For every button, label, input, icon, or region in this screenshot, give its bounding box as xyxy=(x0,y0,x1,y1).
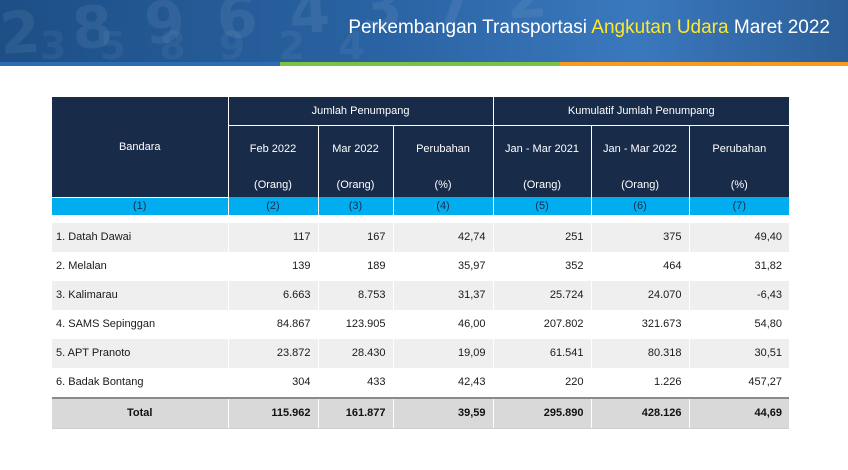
cell-feb-2022: 139 xyxy=(228,251,319,281)
title-highlight: Angkutan Udara xyxy=(591,17,729,38)
cell-feb-2022: 304 xyxy=(228,367,319,398)
cell-jan-mar-2021: 61.541 xyxy=(493,338,592,368)
total-label: Total xyxy=(52,396,229,429)
cell-jan-mar-2021: 220 xyxy=(493,367,592,398)
cell-feb-2022: 84.867 xyxy=(228,309,319,339)
cell-jan-mar-2022: 24.070 xyxy=(591,280,690,310)
cell-jan-mar-2022: 464 xyxy=(591,251,690,281)
cell-mar-2022: 167 xyxy=(318,222,394,252)
cell-jan-mar-2021: 25.724 xyxy=(493,280,592,310)
cell-feb-2022: 117 xyxy=(228,222,319,252)
col-header-perubahan: Perubahan xyxy=(393,125,494,172)
unit-header: (Orang) xyxy=(591,172,690,197)
total-jan-mar-2021: 295.890 xyxy=(493,396,592,429)
unit-header: (Orang) xyxy=(318,172,394,197)
column-number: (1) xyxy=(52,197,229,215)
header-banner: 2 8 9 6 4 3 7 2 3 5 8 9 2 4 Perkembangan… xyxy=(0,0,848,62)
cell-feb-2022: 6.663 xyxy=(228,280,319,310)
airport-name: 1. Datah Dawai xyxy=(52,222,229,252)
total-row: Total 115.962 161.877 39,59 295.890 428.… xyxy=(52,396,790,429)
column-number: (2) xyxy=(228,197,319,215)
table-row: 3. Kalimarau 6.663 8.753 31,37 25.724 24… xyxy=(52,280,790,310)
table-row: 5. APT Pranoto 23.872 28.430 19,09 61.54… xyxy=(52,338,790,368)
col-header-jan-mar-2022: Jan - Mar 2022 xyxy=(591,125,690,172)
unit-header: (%) xyxy=(393,172,494,197)
cell-perubahan: 19,09 xyxy=(393,338,494,368)
unit-header: (%) xyxy=(689,172,790,197)
col-header-feb-2022: Feb 2022 xyxy=(228,125,319,172)
title-suffix: Maret 2022 xyxy=(728,17,830,38)
cell-mar-2022: 28.430 xyxy=(318,338,394,368)
passenger-table: Bandara Jumlah Penumpang Kumulatif Jumla… xyxy=(52,97,790,429)
group-header-jumlah: Jumlah Penumpang xyxy=(228,97,494,126)
total-perubahan-kumulatif: 44,69 xyxy=(689,396,790,429)
cell-mar-2022: 433 xyxy=(318,367,394,398)
header-row-periods: Feb 2022 Mar 2022 Perubahan Jan - Mar 20… xyxy=(52,125,790,172)
cell-jan-mar-2022: 321.673 xyxy=(591,309,690,339)
total-mar-2022: 161.877 xyxy=(318,396,394,429)
cell-perubahan-kumulatif: 49,40 xyxy=(689,222,790,252)
column-number-row: (1) (2) (3) (4) (5) (6) (7) xyxy=(52,197,790,215)
total-jan-mar-2022: 428.126 xyxy=(591,396,690,429)
airport-name: 4. SAMS Sepinggan xyxy=(52,309,229,339)
cell-perubahan-kumulatif: 457,27 xyxy=(689,367,790,398)
column-number: (3) xyxy=(318,197,394,215)
cell-perubahan: 42,74 xyxy=(393,222,494,252)
cell-mar-2022: 123.905 xyxy=(318,309,394,339)
cell-perubahan: 31,37 xyxy=(393,280,494,310)
col-header-jan-mar-2021: Jan - Mar 2021 xyxy=(493,125,592,172)
cell-mar-2022: 8.753 xyxy=(318,280,394,310)
cell-jan-mar-2021: 352 xyxy=(493,251,592,281)
col-header-bandara: Bandara xyxy=(52,97,229,198)
cell-mar-2022: 189 xyxy=(318,251,394,281)
total-perubahan: 39,59 xyxy=(393,396,494,429)
cell-perubahan-kumulatif: -6,43 xyxy=(689,280,790,310)
title-prefix: Perkembangan Transportasi xyxy=(348,17,592,38)
cell-jan-mar-2022: 375 xyxy=(591,222,690,252)
cell-perubahan: 35,97 xyxy=(393,251,494,281)
cell-jan-mar-2021: 207.802 xyxy=(493,309,592,339)
airport-name: 3. Kalimarau xyxy=(52,280,229,310)
total-feb-2022: 115.962 xyxy=(228,396,319,429)
table-row: 1. Datah Dawai 117 167 42,74 251 375 49,… xyxy=(52,222,790,252)
header-row-units: (Orang) (Orang) (%) (Orang) (Orang) (%) xyxy=(52,172,790,197)
column-number: (6) xyxy=(591,197,690,215)
airport-name: 5. APT Pranoto xyxy=(52,338,229,368)
col-header-mar-2022: Mar 2022 xyxy=(318,125,394,172)
airport-name: 2. Melalan xyxy=(52,251,229,281)
color-stripe xyxy=(0,62,848,66)
column-number: (4) xyxy=(393,197,494,215)
col-header-perubahan-kumulatif: Perubahan xyxy=(689,125,790,172)
cell-perubahan: 42,43 xyxy=(393,367,494,398)
unit-header: (Orang) xyxy=(493,172,592,197)
cell-jan-mar-2021: 251 xyxy=(493,222,592,252)
cell-jan-mar-2022: 80.318 xyxy=(591,338,690,368)
cell-perubahan-kumulatif: 31,82 xyxy=(689,251,790,281)
spacer-row xyxy=(52,214,790,223)
table-row: 4. SAMS Sepinggan 84.867 123.905 46,00 2… xyxy=(52,309,790,339)
cell-feb-2022: 23.872 xyxy=(228,338,319,368)
column-number: (5) xyxy=(493,197,592,215)
decorative-digits-secondary: 3 5 8 9 2 4 xyxy=(40,24,375,62)
unit-header: (Orang) xyxy=(228,172,319,197)
header-row-groups: Bandara Jumlah Penumpang Kumulatif Jumla… xyxy=(52,97,790,198)
cell-jan-mar-2022: 1.226 xyxy=(591,367,690,398)
group-header-kumulatif: Kumulatif Jumlah Penumpang xyxy=(493,97,790,126)
page-title: Perkembangan Transportasi Angkutan Udara… xyxy=(348,17,830,39)
cell-perubahan-kumulatif: 30,51 xyxy=(689,338,790,368)
table-row: 2. Melalan 139 189 35,97 352 464 31,82 xyxy=(52,251,790,281)
cell-perubahan: 46,00 xyxy=(393,309,494,339)
column-number: (7) xyxy=(689,197,790,215)
cell-perubahan-kumulatif: 54,80 xyxy=(689,309,790,339)
airport-name: 6. Badak Bontang xyxy=(52,367,229,398)
table-row: 6. Badak Bontang 304 433 42,43 220 1.226… xyxy=(52,367,790,398)
